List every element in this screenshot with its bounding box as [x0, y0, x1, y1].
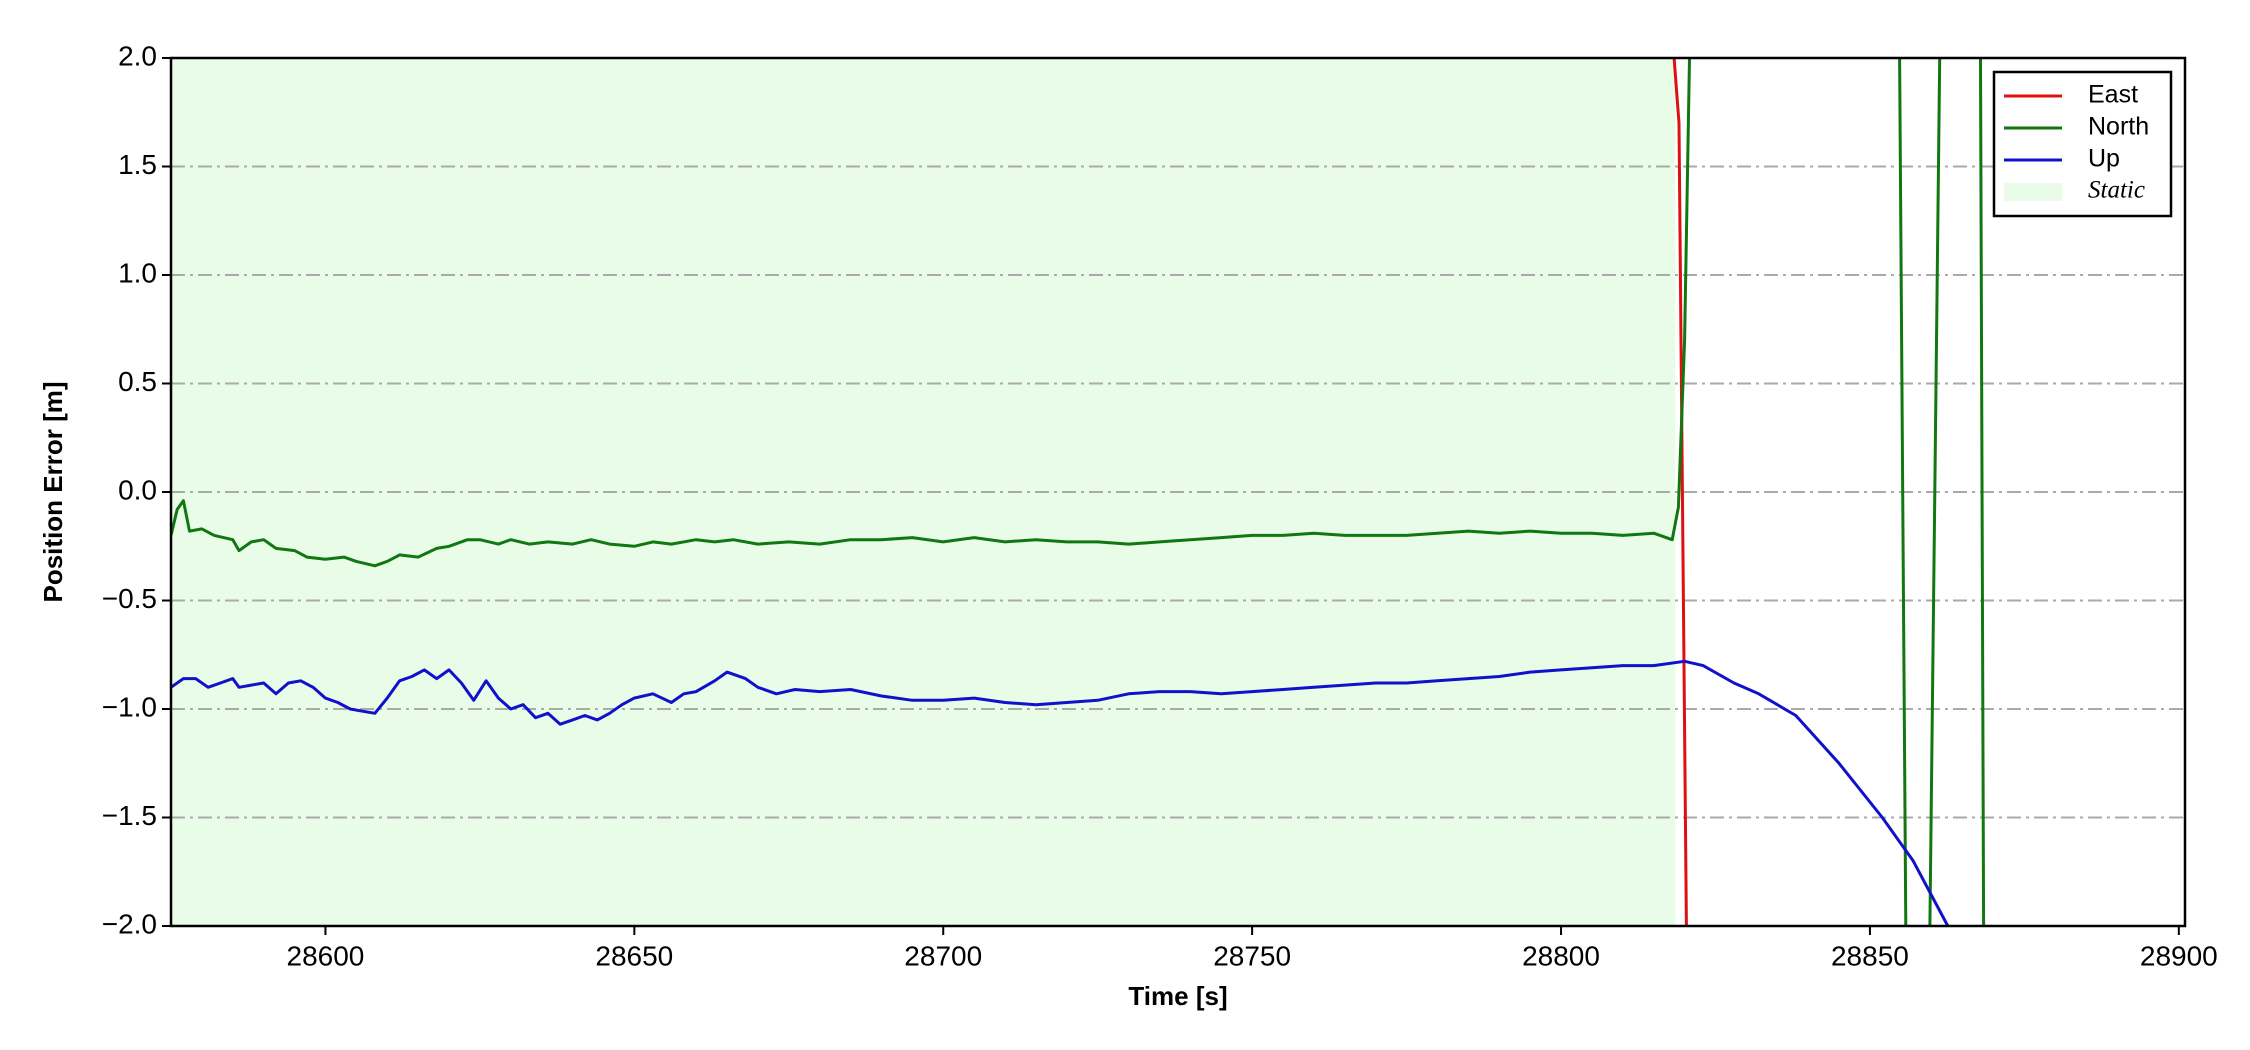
x-tick-label: 28800: [1522, 940, 1600, 971]
x-axis-label: Time [s]: [1128, 981, 1227, 1011]
y-tick-label: −2.0: [102, 908, 157, 939]
y-tick-label: 2.0: [118, 40, 157, 71]
y-tick-label: 0.5: [118, 366, 157, 397]
x-tick-label: 28750: [1213, 940, 1291, 971]
y-tick-label: −1.0: [102, 691, 157, 722]
legend-label: Up: [2088, 145, 2120, 173]
plot-area: [171, 58, 2185, 926]
legend-label: Static: [2088, 177, 2145, 204]
y-tick-label: −1.5: [102, 800, 157, 831]
y-tick-label: 1.0: [118, 257, 157, 288]
x-tick-label: 28850: [1831, 940, 1909, 971]
y-axis-label: Position Error [m]: [38, 381, 68, 602]
series-line: [171, 58, 1986, 926]
legend-swatch: [2004, 183, 2062, 201]
y-tick-label: 0.0: [118, 474, 157, 505]
series-line: [171, 659, 1950, 926]
x-tick-label: 28900: [2140, 940, 2218, 971]
plot-frame: [169, 56, 2187, 928]
legend-label: East: [2088, 81, 2138, 109]
x-tick-label: 28700: [904, 940, 982, 971]
y-tick-label: −0.5: [102, 583, 157, 614]
y-tick-label: 1.5: [118, 149, 157, 180]
legend-label: North: [2088, 113, 2149, 141]
x-tick-label: 28650: [595, 940, 673, 971]
x-tick-label: 28600: [287, 940, 365, 971]
series-line: [1672, 58, 1688, 926]
